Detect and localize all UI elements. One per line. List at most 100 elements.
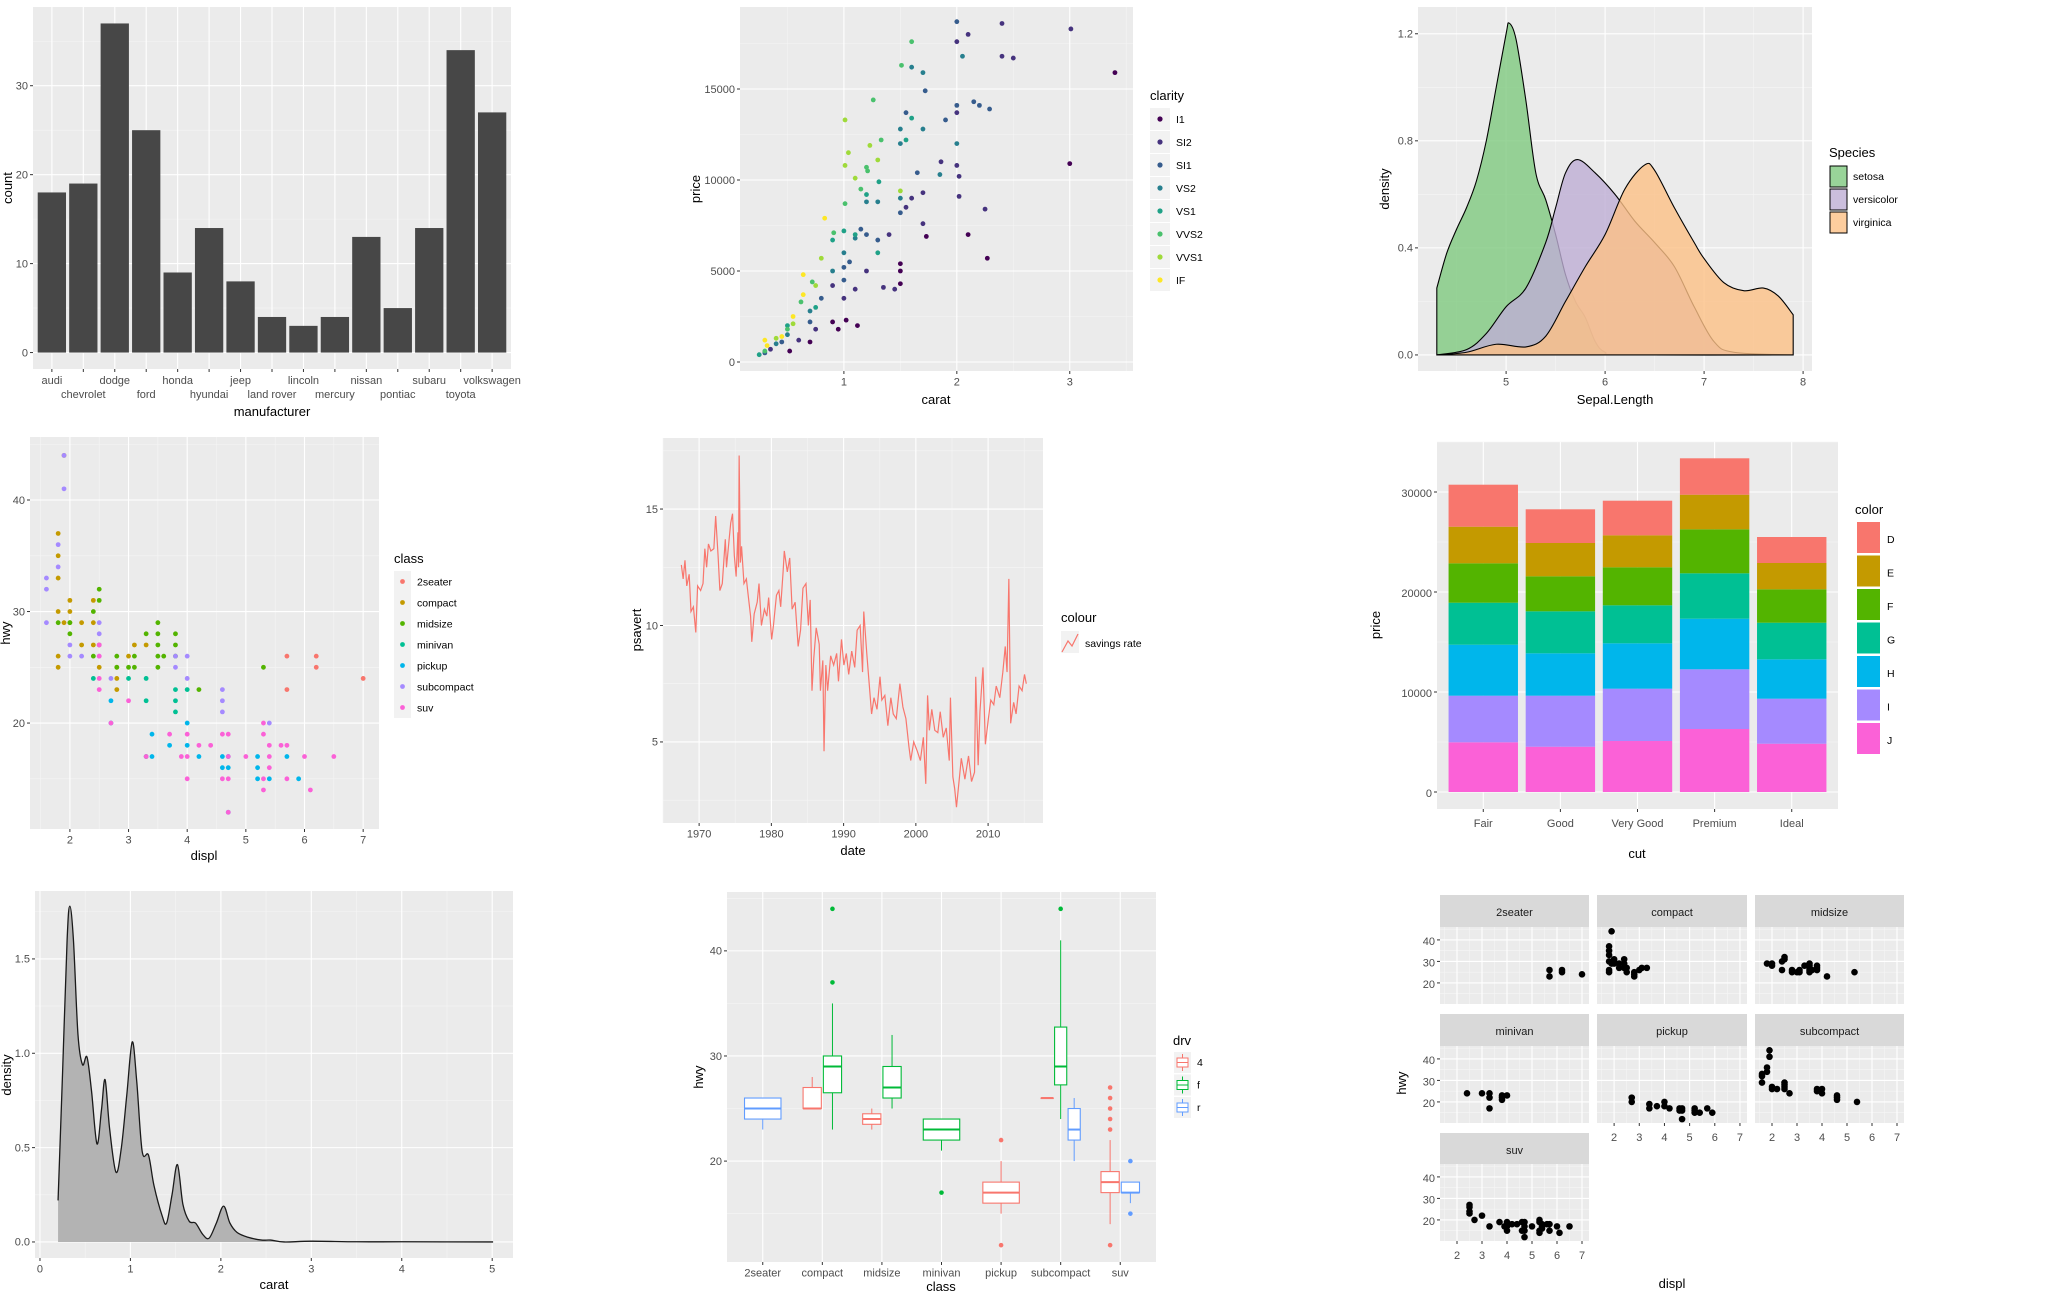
point [943, 117, 948, 123]
y-tick-label: 0 [22, 348, 28, 360]
point [807, 308, 813, 314]
x-tick-label: nissan [350, 375, 382, 387]
point [1691, 1109, 1698, 1116]
point [1578, 971, 1586, 978]
x-tick-label: audi [41, 375, 62, 387]
point [920, 190, 926, 196]
point [787, 348, 793, 354]
point [954, 141, 960, 147]
point [1608, 928, 1615, 935]
x-tick-label: 4 [1819, 1132, 1825, 1144]
y-tick-label: 30 [710, 1051, 722, 1063]
point [184, 731, 190, 737]
point [897, 141, 903, 147]
point [90, 620, 96, 626]
legend-label: pickup [417, 661, 448, 673]
point [284, 653, 290, 659]
bar-segment-F [1679, 529, 1750, 574]
point [841, 264, 847, 270]
legend-title: colour [1061, 610, 1097, 625]
point [800, 272, 806, 278]
point [1781, 955, 1788, 963]
point [132, 642, 137, 648]
bar-segment-I [1448, 695, 1518, 743]
legend-point [400, 663, 405, 668]
y-tick-label: 20000 [1401, 588, 1432, 600]
facet-panel-minivan: 20 30 40 [1423, 1046, 1589, 1123]
bar-segment-H [1679, 618, 1750, 670]
point [313, 653, 319, 659]
point [855, 323, 860, 328]
y-tick-label: 5 [652, 737, 658, 749]
point [1813, 1087, 1821, 1095]
x-axis-title: carat [922, 392, 951, 407]
legend-point [400, 579, 405, 584]
point [1643, 964, 1651, 972]
point [897, 195, 903, 201]
x-tick-label: 8 [1800, 377, 1806, 389]
point [1067, 161, 1073, 167]
point [1678, 1107, 1686, 1114]
legend-title: drv [1173, 1033, 1192, 1048]
point [867, 143, 873, 148]
legend: Species setosa versicolor virginica [1829, 145, 1898, 234]
point [96, 620, 102, 626]
point [813, 304, 819, 310]
point [841, 295, 847, 301]
legend-point [400, 600, 405, 605]
point [796, 337, 802, 343]
point [870, 97, 876, 103]
point [79, 642, 85, 648]
y-axis-title: price [688, 175, 703, 203]
point [225, 731, 231, 737]
strip-background [1440, 1014, 1589, 1046]
point [954, 163, 960, 168]
x-tick-label: 0 [37, 1264, 43, 1276]
legend-point [400, 642, 405, 647]
point [762, 348, 768, 354]
x-tick-label: 5 [1503, 377, 1509, 389]
x-axis-title: Sepal.Length [1577, 392, 1654, 407]
point [1521, 1227, 1528, 1234]
point [55, 620, 61, 626]
point [331, 754, 337, 759]
bar-segment-F [1525, 576, 1596, 612]
box-subcompact-f [1054, 906, 1068, 1120]
point [1661, 1102, 1668, 1110]
hwy-displ-scatter: 20 30 40 2 3 4 5 6 7 hwy displ [0, 437, 379, 863]
legend: class 2seater compact midsize minivan pickup s… [394, 551, 474, 718]
x-axis-title: class [926, 1279, 956, 1294]
box [802, 1086, 822, 1110]
x-tick-label: 4 [1504, 1250, 1510, 1262]
point [1653, 1102, 1661, 1110]
point [1623, 968, 1630, 976]
legend-key [1857, 723, 1880, 754]
point [79, 620, 85, 626]
bar-segment-F [1757, 589, 1827, 623]
box [822, 1055, 843, 1094]
box-midsize-f [882, 1034, 902, 1109]
point [960, 53, 965, 59]
point [1463, 1090, 1471, 1097]
point [261, 787, 266, 793]
bar-segment-F [1448, 563, 1518, 603]
outlier [1128, 1211, 1133, 1216]
point [956, 193, 962, 199]
legend-point [1157, 162, 1163, 168]
point [864, 164, 869, 170]
box-suv-4 [1100, 1085, 1120, 1248]
point [173, 698, 178, 704]
legend-label: 4 [1197, 1057, 1203, 1069]
x-tick-label: 2 [218, 1264, 224, 1276]
legend-label: SI1 [1176, 160, 1192, 172]
point [79, 653, 85, 659]
point [830, 268, 836, 274]
point [1628, 1098, 1636, 1106]
point [208, 742, 214, 748]
x-tick-label: 5 [1529, 1250, 1535, 1262]
y-tick-label: 0.5 [15, 1142, 30, 1154]
point [1528, 1223, 1536, 1230]
point [1508, 1220, 1516, 1228]
point [954, 39, 960, 45]
legend-key [1857, 589, 1880, 620]
